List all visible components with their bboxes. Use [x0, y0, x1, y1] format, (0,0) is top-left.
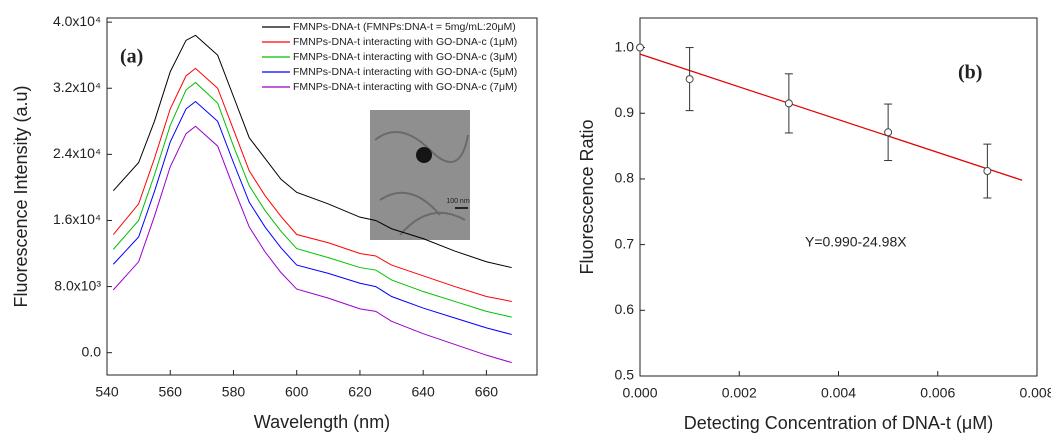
- data-line: [112, 125, 512, 364]
- y-tick-label: 3.2x10⁴: [53, 79, 101, 95]
- y-tick-label: 0.5: [615, 367, 635, 383]
- panel-label: (b): [958, 62, 982, 84]
- y-tick-label: 0.0: [82, 343, 102, 359]
- legend-label: FMNPs-DNA-t interacting with GO-DNA-c (1…: [293, 36, 517, 48]
- legend-label: FMNPs-DNA-t (FMNPs:DNA-t = 5mg/mL:20μM): [293, 21, 516, 33]
- y-tick-label: 0.9: [615, 104, 635, 120]
- x-tick-label: 0.006: [920, 385, 955, 401]
- y-tick-label: 1.0: [615, 38, 635, 54]
- y-tick-label: 0.8: [615, 170, 635, 186]
- panel-label: (a): [120, 46, 143, 68]
- inset: 100 nm: [370, 110, 470, 240]
- data-line: [112, 34, 512, 269]
- x-axis-title: Detecting Concentration of DNA-t (μM): [684, 413, 993, 433]
- data-point: [784, 99, 793, 108]
- data-line: [112, 67, 512, 302]
- y-tick-label: 1.6x10⁴: [53, 211, 101, 227]
- y-tick-label: 4.0x10⁴: [53, 13, 101, 29]
- x-tick-label: 560: [159, 384, 183, 400]
- x-tick-label: 0.004: [821, 385, 856, 401]
- fit-line: [639, 53, 1023, 181]
- x-tick-label: 0.008: [1019, 385, 1051, 401]
- equation: Y=0.990-24.98X: [805, 234, 907, 250]
- x-tick-label: 640: [411, 384, 435, 400]
- inset-particle: [416, 147, 432, 163]
- legend-label: FMNPs-DNA-t interacting with GO-DNA-c (3…: [293, 51, 517, 63]
- inset-label: 100 nm: [446, 198, 470, 205]
- data-point: [983, 167, 992, 176]
- y-tick-label: 0.6: [615, 301, 635, 317]
- x-tick-label: 660: [475, 384, 499, 400]
- x-tick-label: 620: [348, 384, 372, 400]
- legend-label: FMNPs-DNA-t interacting with GO-DNA-c (7…: [293, 81, 517, 93]
- data-point: [636, 43, 644, 52]
- data-line: [112, 100, 512, 335]
- y-axis-title: Fluorescence Ratio: [577, 119, 597, 274]
- x-tick-label: 580: [222, 384, 246, 400]
- y-tick-label: 0.7: [615, 235, 635, 251]
- y-tick-label: 8.0x10³: [54, 277, 101, 293]
- x-tick-label: 600: [285, 384, 309, 400]
- x-tick-label: 0.002: [722, 385, 757, 401]
- plot-frame: [106, 17, 538, 376]
- legend-label: FMNPs-DNA-t interacting with GO-DNA-c (5…: [293, 66, 517, 78]
- x-axis-title: Wavelength (nm): [254, 412, 390, 432]
- y-tick-label: 2.4x10⁴: [53, 145, 101, 161]
- inset-image: [370, 110, 470, 240]
- data-line: [112, 81, 512, 318]
- data-point: [884, 128, 893, 137]
- x-tick-label: 0.000: [622, 385, 657, 401]
- x-tick-label: 540: [95, 384, 119, 400]
- y-axis-title: Fluorescence Intensity (a.u): [11, 85, 31, 307]
- data-point: [685, 75, 694, 84]
